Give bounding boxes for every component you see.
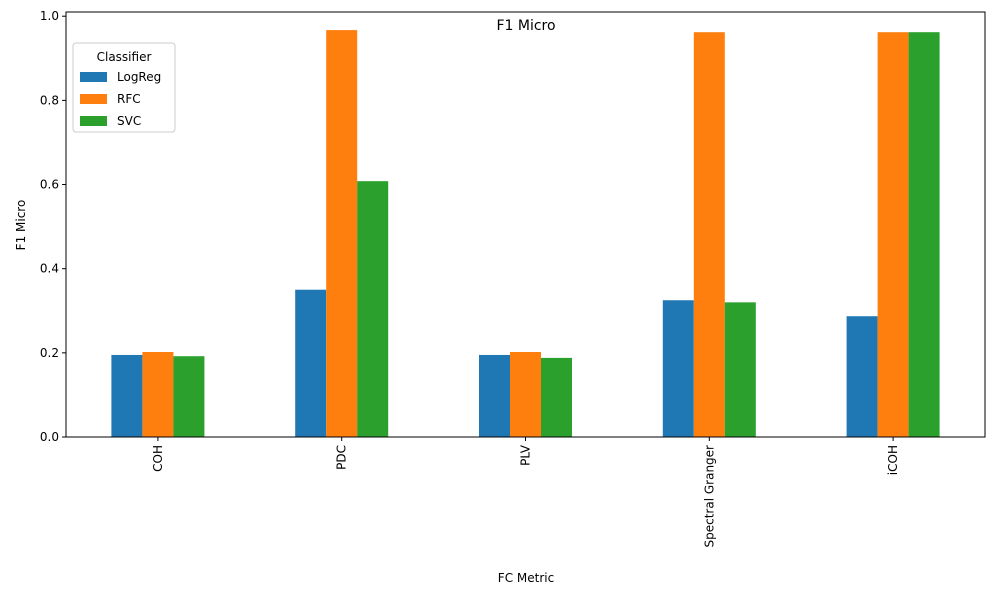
bar-logreg-coh xyxy=(111,354,143,437)
x-axis: COH PDC PLV Spectral Granger iCOH xyxy=(151,437,900,547)
bar-svc-coh xyxy=(173,356,205,437)
bar-svc-pdc xyxy=(357,181,389,437)
y-tick-label: 0.2 xyxy=(40,346,59,360)
legend-label-svc: SVC xyxy=(117,114,141,128)
y-axis-label: F1 Micro xyxy=(14,200,28,251)
y-tick-label: 0.0 xyxy=(40,430,59,444)
legend-title: Classifier xyxy=(97,50,152,64)
legend-label-rfc: RFC xyxy=(117,92,141,106)
bar-svc-spectral-granger xyxy=(724,302,756,437)
legend-label-logreg: LogReg xyxy=(117,70,161,84)
x-tick-label: PLV xyxy=(519,444,533,466)
bar-logreg-spectral-granger xyxy=(662,300,694,437)
plot-frame xyxy=(65,11,986,438)
y-tick-label: 1.0 xyxy=(40,9,59,23)
x-tick-label: COH xyxy=(151,445,165,472)
x-axis-label: FC Metric xyxy=(498,571,554,585)
legend: Classifier LogReg RFC SVC xyxy=(72,42,176,133)
bar-rfc-pdc xyxy=(326,30,358,438)
bar-rfc-spectral-granger xyxy=(693,32,725,437)
x-tick-label: iCOH xyxy=(886,445,900,475)
x-tick-label: Spectral Granger xyxy=(702,445,716,548)
y-tick-label: 0.8 xyxy=(40,93,59,107)
chart-title: F1 Micro xyxy=(496,18,555,34)
legend-swatch-logreg xyxy=(80,72,107,82)
y-tick-label: 0.4 xyxy=(40,262,59,276)
bar-logreg-plv xyxy=(479,354,510,437)
bar-svc-plv xyxy=(541,357,572,437)
bar-logreg-pdc xyxy=(295,289,327,437)
bar-rfc-icoh xyxy=(877,32,909,437)
y-tick-label: 0.6 xyxy=(40,178,59,192)
y-axis: 0.0 0.2 0.4 0.6 0.8 1.0 xyxy=(40,9,66,444)
bar-svc-icoh xyxy=(908,32,940,437)
legend-box xyxy=(72,42,176,133)
bar-rfc-plv xyxy=(510,352,541,437)
x-tick-label: PDC xyxy=(335,445,349,470)
bar-rfc-coh xyxy=(142,352,174,437)
legend-swatch-svc xyxy=(80,116,107,126)
legend-swatch-rfc xyxy=(80,94,107,104)
bars-layer xyxy=(111,30,940,438)
bar-logreg-icoh xyxy=(846,316,878,437)
